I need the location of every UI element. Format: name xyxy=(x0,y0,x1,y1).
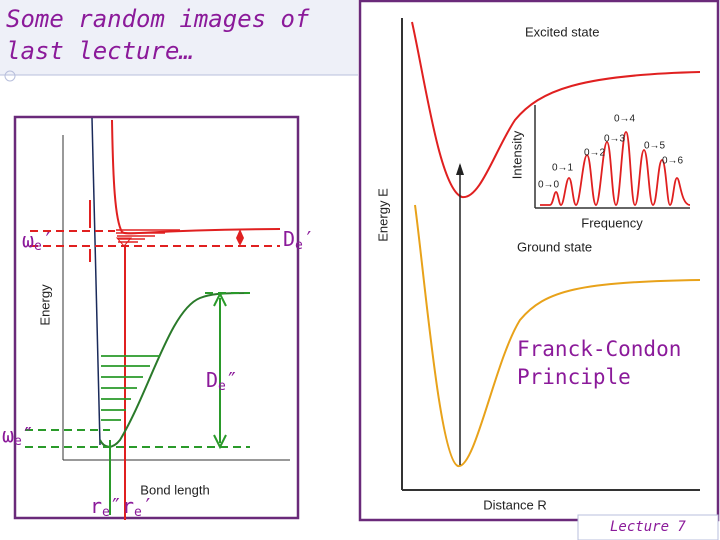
symbol-sub: e xyxy=(102,505,110,520)
symbol-sub: e xyxy=(295,238,303,253)
ground-curve xyxy=(414,204,701,467)
re-upper: re′ xyxy=(122,494,154,520)
symbol-symbol: D xyxy=(283,227,295,251)
symbol-symbol: r xyxy=(122,494,134,518)
axis-label: Bond length xyxy=(140,482,209,497)
symbol-sub: e xyxy=(218,379,226,394)
symbol-symbol: r xyxy=(90,494,102,518)
symbol-mark: ″ xyxy=(226,368,238,392)
green-dashes xyxy=(25,292,250,448)
left-frame xyxy=(13,115,300,520)
footer-box xyxy=(577,514,719,540)
axis-label: Energy E xyxy=(375,188,390,242)
transition: 0→0 xyxy=(538,180,560,191)
caption-line-1: Franck-Condon xyxy=(517,337,681,361)
symbol-mark: ′ xyxy=(42,228,54,252)
symbol-symbol: ω xyxy=(22,228,34,252)
de-lower: De″ xyxy=(206,368,238,394)
de-upper: De′ xyxy=(283,227,315,253)
symbol-mark: ″ xyxy=(22,423,34,447)
state-label: Ground state xyxy=(517,239,592,254)
red-dashes xyxy=(30,230,280,247)
re-lower: re″ xyxy=(90,494,122,520)
state-label: Excited state xyxy=(525,24,599,39)
we-upper: ωe′ xyxy=(22,228,54,254)
right-frame xyxy=(358,0,720,522)
symbol-sub: e xyxy=(134,505,142,520)
excited-curve xyxy=(411,21,701,199)
transition: 0→3 xyxy=(604,134,626,145)
axis-label: Energy xyxy=(37,284,52,326)
transition: 0→5 xyxy=(644,141,666,152)
symbol-mark: ′ xyxy=(303,227,315,251)
arrowhead xyxy=(456,163,464,175)
spectrum xyxy=(540,131,691,206)
inset-label: Intensity xyxy=(509,130,524,179)
transition: 0→1 xyxy=(552,163,574,174)
title-line-1: Some random images of xyxy=(6,5,310,33)
symbol-mark: ′ xyxy=(142,494,154,518)
ground-levels xyxy=(101,355,160,421)
level-marker xyxy=(115,237,133,247)
caption-line-2: Principle xyxy=(517,365,631,389)
symbol-sub: e xyxy=(34,239,42,254)
symbol-mark: ″ xyxy=(110,494,122,518)
repulsive-curve xyxy=(91,117,101,446)
symbol-symbol: ω xyxy=(2,423,14,447)
title-band xyxy=(0,0,358,75)
transition: 0→6 xyxy=(662,156,684,167)
transition: 0→2 xyxy=(584,148,606,159)
title-line-2: last lecture… xyxy=(6,37,194,65)
de-arrow xyxy=(236,229,244,246)
we-lower: ωe″ xyxy=(2,423,34,449)
symbol-symbol: D xyxy=(206,368,218,392)
ground-curve xyxy=(99,292,251,448)
axis-label: Distance R xyxy=(483,497,547,512)
footer: Lecture 7 xyxy=(610,519,686,535)
inset-label: Frequency xyxy=(581,215,643,230)
symbol-sub: e xyxy=(14,434,22,449)
excited-curve xyxy=(111,119,281,235)
transition: 0→4 xyxy=(614,114,636,125)
ornament xyxy=(4,70,16,82)
de-lower-arrow xyxy=(213,291,227,450)
